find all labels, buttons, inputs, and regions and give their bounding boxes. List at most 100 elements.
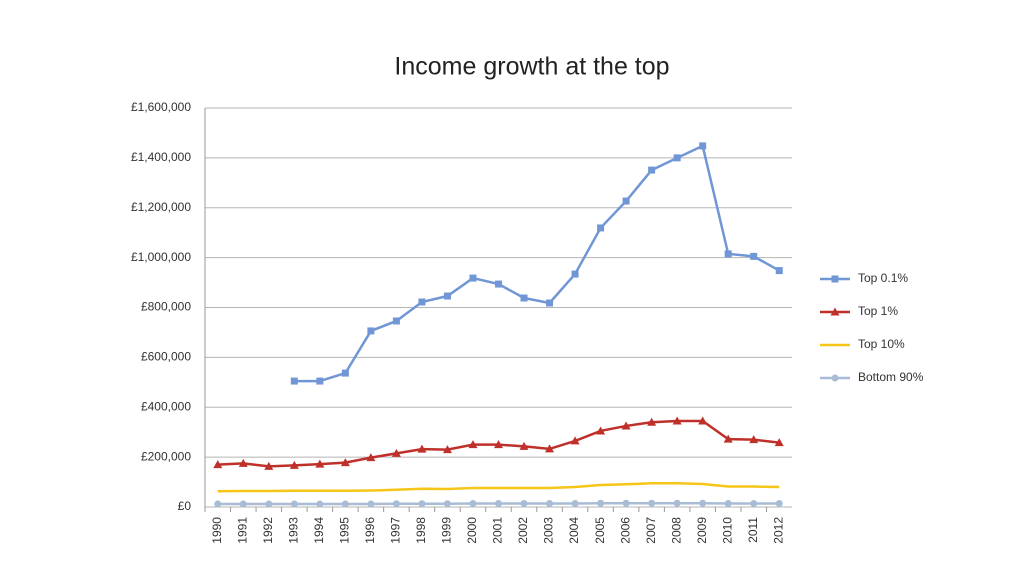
marker	[442, 445, 452, 454]
marker	[316, 500, 324, 508]
marker	[519, 441, 529, 450]
y-tick-label: £1,000,000	[131, 250, 191, 264]
marker	[831, 275, 839, 283]
y-tick-label: £800,000	[141, 300, 191, 314]
marker	[831, 374, 839, 382]
x-tick-label: 1994	[312, 517, 326, 544]
marker	[699, 142, 707, 150]
marker	[289, 460, 299, 469]
x-tick-label: 1997	[389, 517, 403, 544]
marker	[546, 299, 554, 307]
marker	[443, 500, 451, 508]
x-tick-label: 1991	[235, 517, 249, 544]
x-tick-label: 1993	[286, 517, 300, 544]
marker	[340, 458, 350, 467]
chart-title: Income growth at the top	[394, 53, 669, 81]
marker	[723, 434, 733, 443]
marker	[672, 416, 682, 425]
marker	[597, 224, 605, 232]
y-tick-label: £200,000	[141, 449, 191, 463]
marker	[520, 500, 528, 508]
marker	[494, 440, 503, 449]
marker	[392, 317, 400, 325]
marker	[341, 369, 349, 377]
marker	[546, 500, 554, 508]
marker	[749, 435, 759, 444]
marker	[571, 500, 579, 508]
marker	[775, 500, 783, 508]
marker	[648, 499, 656, 507]
marker	[214, 500, 222, 508]
marker	[571, 270, 579, 278]
series-line	[294, 144, 780, 383]
marker	[213, 460, 223, 469]
y-tick-label: £400,000	[141, 399, 191, 413]
marker	[290, 500, 298, 508]
marker	[443, 292, 451, 300]
marker	[469, 274, 477, 282]
marker	[366, 453, 376, 462]
marker	[417, 444, 427, 453]
x-tick-label: 2011	[746, 517, 760, 543]
marker	[724, 500, 732, 508]
marker	[238, 458, 248, 467]
marker	[597, 499, 605, 507]
marker	[469, 500, 477, 508]
marker	[724, 250, 732, 258]
x-tick-label: 2010	[720, 517, 734, 544]
marker	[545, 444, 555, 453]
x-tick-label: 2001	[491, 517, 505, 544]
marker	[596, 426, 606, 435]
y-tick-label: £1,600,000	[131, 100, 191, 114]
x-tick-label: 1996	[363, 517, 377, 544]
marker	[239, 500, 247, 508]
marker	[418, 298, 426, 306]
marker	[520, 294, 528, 302]
marker	[316, 377, 324, 385]
marker	[367, 327, 375, 335]
marker	[391, 448, 401, 457]
marker	[315, 459, 325, 468]
y-tick-label: £1,400,000	[131, 150, 191, 164]
marker	[418, 500, 426, 508]
marker	[750, 500, 758, 508]
marker	[774, 438, 784, 447]
marker	[673, 154, 681, 162]
marker	[750, 252, 758, 260]
marker	[698, 416, 708, 425]
marker	[648, 166, 656, 174]
marker	[673, 499, 681, 507]
x-tick-label: 2008	[669, 517, 683, 544]
x-tick-label: 1995	[338, 517, 352, 544]
x-tick-label: 2000	[465, 517, 479, 544]
x-tick-label: 2003	[542, 517, 556, 544]
legend-label: Bottom 90%	[858, 370, 924, 384]
x-tick-label: 1990	[210, 517, 224, 544]
x-tick-label: 2002	[516, 517, 530, 544]
marker	[264, 461, 274, 470]
marker	[290, 377, 298, 385]
x-tick-label: 1999	[440, 517, 454, 544]
series-line	[217, 482, 780, 493]
marker	[622, 197, 630, 205]
marker	[621, 421, 631, 430]
x-tick-label: 2012	[771, 517, 785, 544]
marker	[392, 500, 400, 508]
marker	[468, 440, 478, 449]
marker	[367, 500, 375, 508]
marker	[622, 499, 630, 507]
marker	[699, 499, 707, 507]
y-tick-label: £600,000	[141, 350, 191, 364]
marker	[495, 500, 502, 508]
marker	[647, 417, 657, 426]
x-tick-label: 2005	[593, 517, 607, 544]
marker	[775, 267, 783, 275]
x-tick-label: 2007	[644, 517, 658, 544]
legend-label: Top 0.1%	[858, 271, 908, 285]
marker	[265, 500, 273, 508]
y-tick-label: £0	[178, 499, 192, 513]
x-tick-label: 1992	[261, 517, 275, 544]
marker	[495, 280, 502, 288]
marker	[570, 436, 580, 445]
